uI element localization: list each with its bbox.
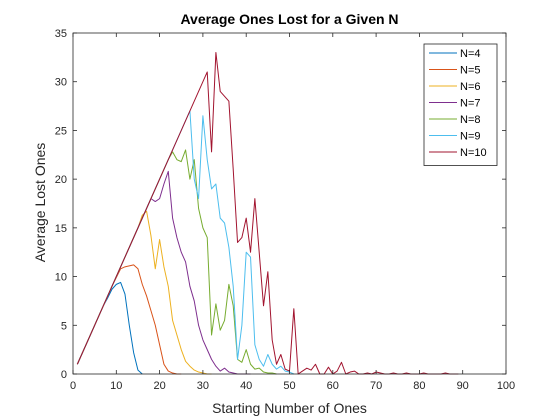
x-tick-label: 60 [327, 380, 339, 392]
legend-entry: N=5 [460, 65, 481, 77]
legend-entry: N=7 [460, 98, 481, 110]
legend-entry: N=4 [460, 48, 481, 60]
x-tick-label: 90 [457, 380, 469, 392]
y-tick-label: 30 [55, 77, 67, 89]
y-tick-label: 25 [55, 125, 67, 137]
series-line-n-7 [76, 170, 251, 375]
y-tick-label: 0 [61, 369, 67, 381]
x-tick-label: 70 [370, 380, 382, 392]
series-line-n-5 [76, 264, 182, 375]
series-line-n-8 [76, 149, 277, 375]
series-line-n-10 [76, 51, 459, 375]
y-tick-label: 5 [61, 320, 67, 332]
x-tick-label: 80 [413, 380, 425, 392]
y-axis-label: Average Lost Ones [32, 143, 48, 263]
plot-area: 0 10 20 30 40 50 60 70 80 90 100 0 5 10 15 20 25 30 35 [55, 28, 515, 392]
y-tick-label: 10 [55, 272, 67, 284]
x-tick-label: 0 [70, 380, 76, 392]
legend-entry: N=9 [460, 131, 481, 143]
x-axis-label: Starting Number of Ones [212, 400, 367, 416]
x-tick-label: 100 [497, 380, 515, 392]
y-tick-label: 20 [55, 174, 67, 186]
x-tick-label: 30 [197, 380, 209, 392]
legend-box [423, 43, 498, 166]
x-tick-label: 20 [153, 380, 165, 392]
series-line-n-4 [76, 281, 143, 375]
y-tick-label: 15 [55, 223, 67, 235]
legend-entry: N=6 [460, 81, 481, 93]
chart-title: Average Ones Lost for a Given N [180, 11, 398, 27]
legend-entry: N=8 [460, 114, 481, 126]
y-tick-label: 35 [55, 28, 67, 40]
x-tick-label: 10 [110, 380, 122, 392]
x-tick-label: 40 [240, 380, 252, 392]
legend: N=4 N=5 N=6 N=7 N=8 N=9 N=10 [423, 43, 498, 166]
legend-entry: N=10 [460, 147, 487, 159]
x-tick-label: 50 [283, 380, 295, 392]
